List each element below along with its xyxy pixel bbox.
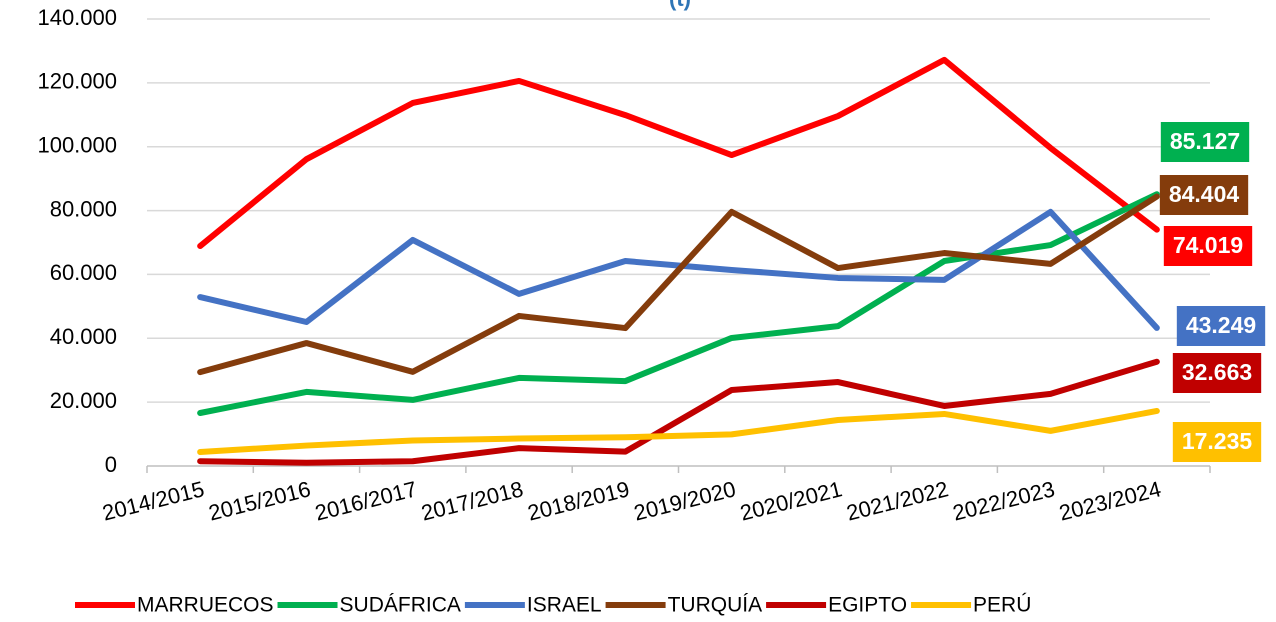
y-tick-label: 0	[105, 452, 117, 477]
series-line	[197, 208, 1160, 331]
series-line	[197, 191, 1160, 416]
x-tick-label: 2018/2019	[525, 476, 632, 525]
x-tick-label: 2019/2020	[631, 476, 738, 525]
x-tick-label: 2023/2024	[1057, 476, 1164, 525]
series-line	[197, 193, 1160, 376]
value-label-box	[1163, 226, 1253, 266]
legend-label: MARRUECOS	[137, 594, 274, 617]
x-tick-label: 2016/2017	[312, 476, 419, 525]
value-label-box	[1160, 122, 1250, 162]
x-tick-label: 2022/2023	[950, 476, 1057, 525]
legend-label: TURQUÍA	[668, 594, 763, 617]
value-label: 17.235	[1172, 422, 1262, 462]
x-tick-label: 2014/2015	[100, 476, 207, 525]
y-tick-label: 20.000	[50, 388, 117, 413]
value-label-box	[1176, 306, 1266, 346]
legend-label: SUDÁFRICA	[340, 594, 461, 617]
value-label-text: 74.019	[1173, 232, 1243, 258]
y-tick-label: 140.000	[37, 5, 117, 30]
value-label: 74.019	[1163, 226, 1253, 266]
value-label-box	[1172, 422, 1262, 462]
value-label: 84.404	[1159, 175, 1249, 215]
value-label-text: 84.404	[1169, 181, 1240, 207]
value-label-text: 85.127	[1170, 128, 1240, 154]
value-label-box	[1172, 353, 1262, 393]
x-tick-label: 2017/2018	[419, 476, 526, 525]
series-line	[197, 358, 1160, 466]
value-label-text: 43.249	[1186, 312, 1256, 338]
value-label-box	[1159, 175, 1249, 215]
x-tick-label: 2020/2021	[738, 476, 845, 525]
x-tick-label: 2021/2022	[844, 476, 951, 525]
value-label-text: 17.235	[1182, 428, 1253, 454]
series-line	[197, 56, 1160, 250]
y-tick-label: 40.000	[50, 324, 117, 349]
y-tick-label: 80.000	[50, 196, 117, 221]
x-tick-label: 2015/2016	[206, 476, 313, 525]
series-line	[197, 407, 1160, 455]
value-label: 43.249	[1176, 306, 1266, 346]
legend-label: EGIPTO	[828, 594, 907, 617]
chart-title: (t)	[669, 0, 691, 11]
y-tick-label: 60.000	[50, 260, 117, 285]
y-tick-label: 120.000	[37, 69, 117, 94]
legend-label: PERÚ	[973, 594, 1031, 617]
value-label: 32.663	[1172, 353, 1262, 393]
y-tick-label: 100.000	[37, 133, 117, 158]
legend-label: ISRAEL	[527, 594, 602, 617]
value-label: 85.127	[1160, 122, 1250, 162]
value-label-text: 32.663	[1182, 359, 1252, 385]
